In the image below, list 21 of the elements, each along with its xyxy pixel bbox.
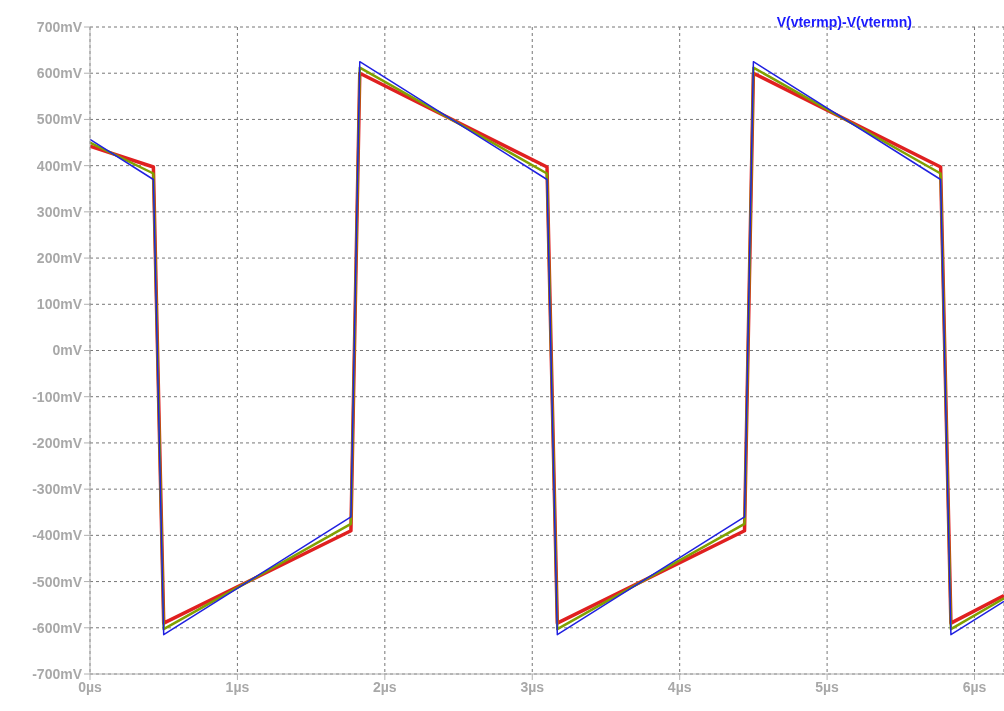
y-tick-label: 700mV	[36, 18, 83, 35]
y-tick-label: -400mV	[32, 527, 83, 544]
y-tick-label: 300mV	[36, 203, 83, 220]
x-tick-label: 1µs	[225, 678, 250, 695]
x-tick-label: 6µs	[962, 678, 987, 695]
y-tick-label: 200mV	[36, 250, 83, 267]
y-tick-label: 600mV	[36, 65, 83, 82]
chart-title: V(vtermp)-V(vtermn)	[776, 14, 912, 30]
y-tick-label: 400mV	[36, 157, 83, 174]
y-tick-label: -500mV	[32, 573, 83, 590]
y-tick-label: -600mV	[32, 619, 83, 636]
y-tick-label: 0mV	[52, 342, 83, 359]
y-tick-label: -300mV	[32, 481, 83, 498]
x-tick-label: 4µs	[667, 678, 692, 695]
y-tick-label: -200mV	[32, 434, 83, 451]
x-tick-label: 2µs	[373, 678, 397, 695]
y-tick-label: -100mV	[32, 388, 83, 405]
y-tick-label: 100mV	[36, 296, 83, 313]
x-tick-label: 3µs	[520, 678, 545, 695]
x-tick-label: 5µs	[815, 678, 840, 695]
y-tick-label: 500mV	[36, 111, 83, 128]
